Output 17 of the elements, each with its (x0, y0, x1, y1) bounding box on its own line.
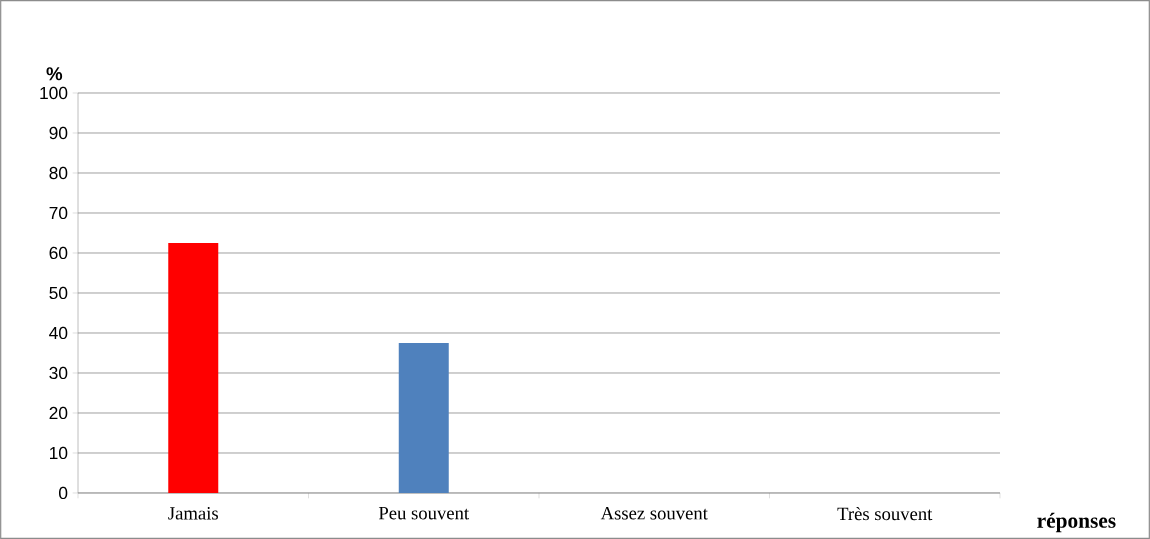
y-tick-label: 100 (40, 86, 68, 100)
y-tick-label: 30 (49, 366, 68, 380)
y-tick-label: 50 (49, 286, 68, 300)
y-tick-label: 70 (49, 206, 68, 220)
x-tick-label: Assez souvent (600, 507, 708, 520)
x-tick-label: Très souvent (837, 507, 933, 521)
x-tick-label: Peu souvent (378, 507, 469, 520)
y-tick-label: 0 (59, 486, 68, 500)
y-tick-label: 90 (49, 126, 68, 140)
y-tick-label: 80 (49, 166, 68, 180)
x-tick-label: Jamais (168, 507, 218, 520)
y-tick-label: 60 (49, 246, 68, 260)
y-tick-label: 20 (49, 406, 68, 420)
y-tick-label: 10 (50, 446, 68, 460)
y-axis-title: % (46, 67, 63, 81)
y-tick-label: 40 (49, 326, 68, 340)
x-axis-title: réponses (1037, 512, 1116, 533)
